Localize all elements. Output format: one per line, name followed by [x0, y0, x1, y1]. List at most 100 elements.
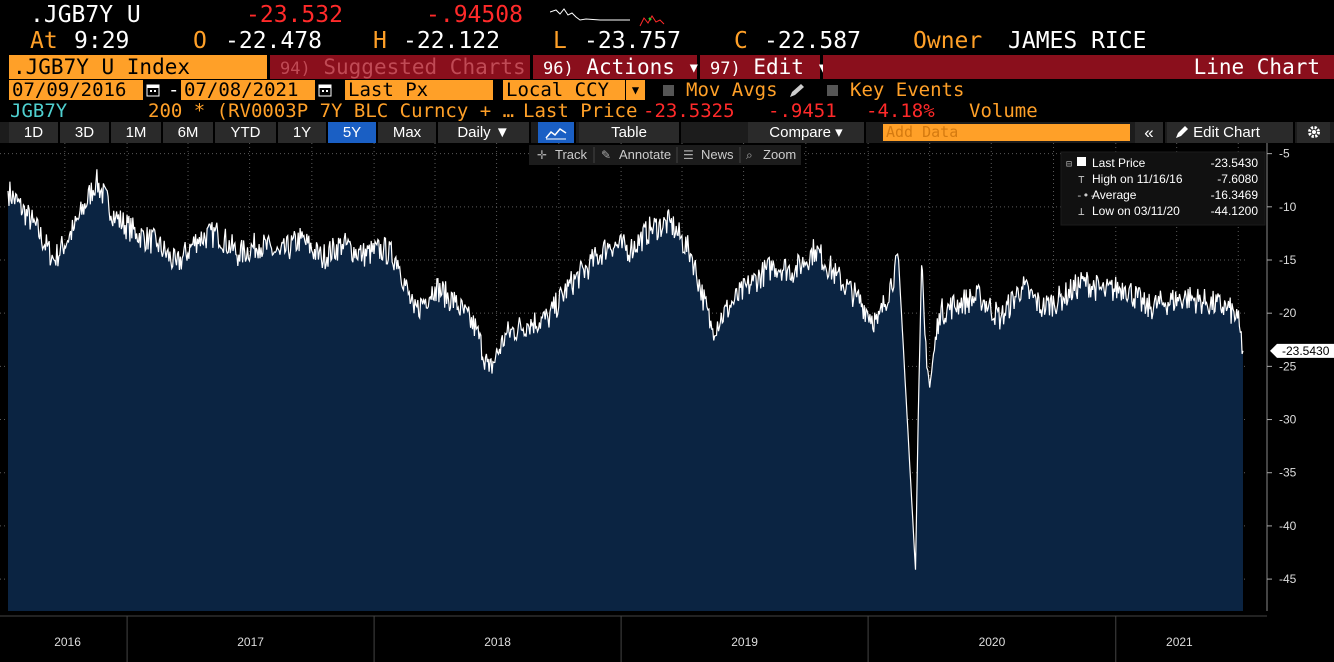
collapse-button[interactable]: « [1135, 122, 1165, 143]
period-1y[interactable]: 1Y [278, 122, 328, 143]
low-value: -23.757 [584, 28, 681, 54]
period-ytd[interactable]: YTD [215, 122, 278, 143]
open-label: O [193, 28, 207, 54]
mov-avgs-checkbox[interactable] [663, 85, 674, 96]
price-chart[interactable]: -5-10-15-20-25-30-35-40-45 2016 2017 2018 2… [0, 143, 1334, 662]
header-row-quote: .JGB7Y U -23.532 -.94508 [0, 2, 1334, 28]
close-value: -22.587 [764, 28, 861, 54]
low-icon: ⊥ [1078, 205, 1085, 218]
news-icon[interactable]: ☰ [683, 148, 694, 162]
high-label: H [373, 28, 387, 54]
chart-toolbar: 1D 3D 1M 6M YTD 1Y 5Y Max Daily ▼ Table … [0, 122, 1334, 143]
calendar-icon[interactable] [146, 82, 160, 97]
track-button[interactable]: Track [555, 147, 588, 162]
y-tick-label: -25 [1279, 359, 1297, 373]
mov-avgs-label: Mov Avgs [686, 79, 778, 101]
key-events-label: Key Events [850, 79, 965, 101]
last-value: -23.532 [246, 2, 343, 28]
period-1m[interactable]: 1M [111, 122, 163, 143]
edit-chart-button[interactable]: Edit Chart [1167, 122, 1295, 143]
legend-change: -.9451 [768, 100, 837, 122]
y-tick-label: -35 [1279, 466, 1297, 480]
currency-select[interactable]: Local CCY [503, 80, 625, 101]
price-line [7, 169, 1244, 570]
sparkline-icon [550, 8, 665, 27]
annotate-button[interactable]: Annotate [619, 147, 671, 162]
security-field[interactable]: .JGB7Y U Index [9, 55, 267, 79]
average-icon: -•- [1076, 189, 1096, 202]
key-events-checkbox[interactable] [827, 85, 838, 96]
range-row: 07/09/2016 - 07/08/2021 Last Px Local CC… [0, 80, 1334, 101]
stat-last-value: -23.5430 [1211, 156, 1259, 170]
stat-last-label: Last Price [1092, 156, 1146, 170]
period-6m[interactable]: 6M [163, 122, 215, 143]
open-value: -22.478 [225, 28, 322, 54]
suggested-charts-button[interactable]: 94) Suggested Charts [270, 55, 530, 79]
x-tick-label: 2021 [1166, 635, 1193, 649]
high-value: -22.122 [403, 28, 500, 54]
period-5y[interactable]: 5Y [328, 122, 378, 143]
compare-menu[interactable]: Compare ▾ [748, 122, 866, 143]
chevron-down-icon[interactable]: ▼ [625, 80, 645, 100]
actions-menu[interactable]: 96) Actions ▾ [533, 55, 700, 79]
ticker: .JGB7Y U [30, 2, 141, 28]
y-axis: -5 -10 -15 -20 -25 -30 -35 -40 -45 [1267, 147, 1297, 586]
legend-pct: -4.18% [866, 100, 935, 122]
date-dash: - [168, 79, 180, 101]
frequency-select[interactable]: Daily ▼ [438, 122, 531, 143]
field-select[interactable]: Last Px [345, 80, 493, 101]
end-date-field[interactable]: 07/08/2021 [181, 80, 315, 101]
edit-menu[interactable]: 97) Edit ▾ [700, 55, 829, 79]
y-tick-label: -45 [1279, 572, 1297, 586]
table-button[interactable]: Table [579, 122, 681, 143]
y-tick-label: -40 [1279, 519, 1297, 533]
zoom-button[interactable]: Zoom [763, 147, 796, 162]
news-button[interactable]: News [701, 147, 734, 162]
legend-label: Last Price [523, 100, 638, 122]
price-area [8, 169, 1243, 612]
stat-high-value: -7.6080 [1217, 172, 1258, 186]
quote-time: 9:29 [74, 28, 130, 54]
last-price-label: -23.5430 [1282, 344, 1330, 358]
line-chart-icon[interactable] [538, 122, 576, 143]
last-price-marker: -23.5430 [1270, 343, 1334, 358]
stat-low-label: Low on 03/11/20 [1092, 204, 1180, 218]
period-3d[interactable]: 3D [60, 122, 111, 143]
add-data-input[interactable]: Add Data [883, 124, 1130, 141]
x-tick-label: 2020 [979, 635, 1006, 649]
x-axis: 2016 2017 2018 2019 2020 2021 [54, 616, 1193, 662]
x-tick-label: 2017 [237, 635, 264, 649]
stat-low-value: -44.1200 [1211, 204, 1259, 218]
y-tick-label: -10 [1279, 200, 1297, 214]
collapse-icon[interactable]: ⊟ [1066, 159, 1072, 170]
stat-avg-label: Average [1092, 188, 1137, 202]
legend-volume: Volume [969, 100, 1038, 122]
pencil-icon[interactable]: ✎ [601, 148, 611, 162]
stats-legend: ⊟ Last Price -23.5430 ⊤ High on 11/16/16… [1060, 151, 1266, 226]
legend-formula: 200 * (RV0003P 7Y BLC Curncy + … [148, 100, 515, 122]
legend-series: JGB7Y [10, 100, 68, 122]
legend-value: -23.5325 [643, 100, 735, 122]
pencil-icon[interactable] [787, 82, 807, 99]
chart-tools: ✛ Track ✎ Annotate ☰ News ⌕ Zoom [529, 145, 801, 165]
start-date-field[interactable]: 07/09/2016 [9, 80, 143, 101]
net-change: -.94508 [426, 2, 523, 28]
legend-row: JGB7Y 200 * (RV0003P 7Y BLC Curncy + … L… [0, 101, 1334, 121]
gear-icon[interactable] [1297, 122, 1330, 143]
high-icon: ⊤ [1078, 173, 1085, 186]
last-price-swatch [1077, 157, 1086, 166]
x-tick-label: 2018 [484, 635, 511, 649]
zoom-icon[interactable]: ⌕ [746, 148, 753, 162]
chart-type-label: Line Chart [823, 55, 1334, 79]
period-1d[interactable]: 1D [9, 122, 60, 143]
owner-label: Owner [913, 28, 983, 54]
y-tick-label: -15 [1279, 253, 1297, 267]
stat-high-label: High on 11/16/16 [1092, 172, 1183, 186]
close-label: C [734, 28, 748, 54]
calendar-icon[interactable] [318, 82, 332, 97]
pencil-icon [1176, 126, 1188, 138]
x-tick-label: 2016 [54, 635, 81, 649]
crosshair-icon[interactable]: ✛ [537, 148, 547, 162]
stat-avg-value: -16.3469 [1211, 188, 1259, 202]
period-max[interactable]: Max [378, 122, 438, 143]
